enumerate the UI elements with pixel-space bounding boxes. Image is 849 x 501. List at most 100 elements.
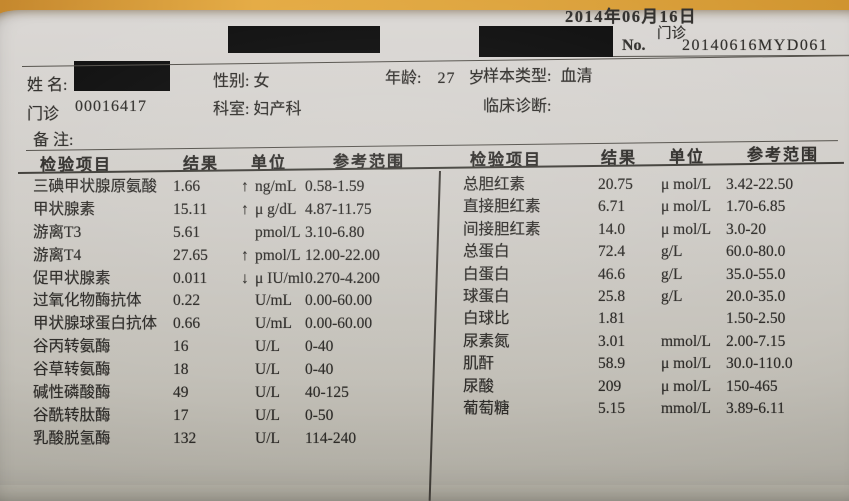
unit-label: g/L <box>661 265 683 283</box>
test-item-name: 游离T4 <box>33 246 82 264</box>
sample-type-field: 样本类型: 血清 <box>483 62 592 86</box>
unit-label: mmol/L <box>661 332 711 350</box>
test-item-name: 谷丙转氨酶 <box>33 338 111 356</box>
results-table-left: 三碘甲状腺原氨酸 1.66 ↑ ng/mL 0.58-1.59 甲状腺素 15.11 ↑ μ g… <box>33 176 438 451</box>
lab-row: 尿酸 209 μ mol/L 150-465 <box>463 376 843 398</box>
table-header-top-line <box>25 140 838 151</box>
test-item-name: 葡萄糖 <box>463 399 510 417</box>
flag-empty <box>241 313 255 336</box>
reference-range: 1.50-2.50 <box>726 310 786 328</box>
result-value: 15.11 <box>173 200 208 218</box>
lab-row: 碱性磷酸酶 49 U/L 40-125 <box>33 382 438 405</box>
unit-label: U/mL <box>255 315 293 333</box>
clinic-label: 门诊 <box>27 106 60 123</box>
gender-value: 女 <box>253 73 270 90</box>
lab-row: 游离T4 27.65 ↑ pmol/L 12.00-22.00 <box>33 245 438 268</box>
unit-label: U/L <box>255 384 280 402</box>
lab-row: 白蛋白 46.6 g/L 35.0-55.0 <box>463 264 843 286</box>
results-table-right: 总胆红素 20.75 μ mol/L 3.42-22.50 直接胆红素 6.71 μ mol… <box>463 174 843 420</box>
reference-range: 0.58-1.59 <box>305 178 365 195</box>
test-item-name: 甲状腺球蛋白抗体 <box>33 315 158 333</box>
result-value: 0.011 <box>173 269 208 287</box>
unit-label: μ mol/L <box>661 355 712 373</box>
column-header-range-right: 参考范围 <box>747 147 820 164</box>
clinic-no: 00016417 <box>75 98 147 115</box>
lab-row: 谷酰转肽酶 17 U/L 0-50 <box>33 405 438 428</box>
reference-range: 3.89-6.11 <box>726 399 785 417</box>
flag-empty <box>241 336 255 359</box>
sample-type-label: 样本类型: <box>483 68 552 85</box>
unit-label: μ IU/ml <box>255 269 305 287</box>
unit-label: ng/mL <box>255 178 297 195</box>
test-item-name: 乳酸脱氢酶 <box>33 429 111 447</box>
reference-range: 0.00-60.00 <box>305 315 373 333</box>
column-header-unit-left: 单位 <box>251 155 288 172</box>
unit-label: g/L <box>661 287 683 305</box>
reference-range: 4.87-11.75 <box>305 200 372 218</box>
result-value: 18 <box>173 361 189 379</box>
age-unit: 岁 <box>468 70 485 87</box>
unit-label: pmol/L <box>255 246 301 264</box>
lab-row: 游离T3 5.61 pmol/L 3.10-6.80 <box>33 222 438 245</box>
result-value: 209 <box>598 377 622 395</box>
result-value: 25.8 <box>598 287 626 305</box>
gender-field: 性别: 女 <box>213 67 269 91</box>
unit-label: μ mol/L <box>661 198 712 216</box>
flag-empty <box>241 222 255 245</box>
result-value: 14.0 <box>598 220 626 238</box>
reference-range: 35.0-55.0 <box>726 265 786 283</box>
report-no-label: No. <box>622 37 646 54</box>
result-value: 132 <box>173 429 197 447</box>
reference-range: 3.0-20 <box>726 220 767 238</box>
test-item-name: 尿酸 <box>463 377 495 395</box>
unit-label: U/L <box>255 429 280 447</box>
visit-type-label: 门诊 <box>657 26 686 42</box>
diagnosis-label: 临床诊断: <box>483 98 552 115</box>
lab-row: 直接胆红素 6.71 μ mol/L 1.70-6.85 <box>463 196 843 218</box>
lab-row: 总蛋白 72.4 g/L 60.0-80.0 <box>463 241 843 263</box>
column-header-item-left: 检验项目 <box>40 157 113 174</box>
lab-row: 葡萄糖 5.15 mmol/L 3.89-6.11 <box>463 398 843 420</box>
reference-range: 0-50 <box>305 406 334 424</box>
unit-label: μ mol/L <box>661 220 712 238</box>
reference-range: 30.0-110.0 <box>726 355 793 373</box>
column-header-result-right: 结果 <box>601 150 638 167</box>
dept-label: 科室: <box>213 101 250 118</box>
lab-row: 甲状腺球蛋白抗体 0.66 U/mL 0.00-60.00 <box>33 313 438 336</box>
arrow-up-icon: ↑ <box>241 246 249 264</box>
arrow-up-icon: ↑ <box>241 200 249 218</box>
lab-row: 尿素氮 3.01 mmol/L 2.00-7.15 <box>463 331 843 353</box>
flag-empty <box>241 290 255 313</box>
result-value: 1.81 <box>598 310 626 328</box>
unit-label: μ g/dL <box>255 200 297 218</box>
reference-range: 40-125 <box>305 384 349 402</box>
reference-range: 0.00-60.00 <box>305 292 373 310</box>
result-value: 20.75 <box>598 176 633 193</box>
result-value: 49 <box>173 384 189 402</box>
lab-row: 乳酸脱氢酶 132 U/L 114-240 <box>33 428 438 451</box>
reference-range: 3.42-22.50 <box>726 176 794 193</box>
report-paper <box>0 10 849 501</box>
unit-label: μ mol/L <box>661 377 712 395</box>
dept-field: 科室: 妇产科 <box>213 95 301 119</box>
lab-row: 过氧化物酶抗体 0.22 U/mL 0.00-60.00 <box>33 290 438 313</box>
reference-range: 0-40 <box>305 338 334 356</box>
test-item-name: 白蛋白 <box>463 265 510 283</box>
dept-value: 妇产科 <box>253 101 302 118</box>
result-value: 16 <box>173 338 189 356</box>
reference-range: 1.70-6.85 <box>726 198 786 216</box>
name-label: 姓 名: <box>27 77 68 94</box>
lab-row: 甲状腺素 15.11 ↑ μ g/dL 4.87-11.75 <box>33 199 438 222</box>
lab-row: 总胆红素 20.75 μ mol/L 3.42-22.50 <box>463 174 843 196</box>
test-item-name: 总蛋白 <box>463 243 510 261</box>
unit-label <box>661 308 726 330</box>
unit-label: U/L <box>255 361 280 379</box>
lab-row: 间接胆红素 14.0 μ mol/L 3.0-20 <box>463 219 843 241</box>
result-value: 0.66 <box>173 315 201 333</box>
result-value: 46.6 <box>598 265 626 283</box>
report-date: 2014年06月16日 <box>565 7 697 26</box>
test-item-name: 过氧化物酶抗体 <box>33 292 142 310</box>
result-value: 5.61 <box>173 223 201 241</box>
unit-label: U/mL <box>255 292 293 310</box>
